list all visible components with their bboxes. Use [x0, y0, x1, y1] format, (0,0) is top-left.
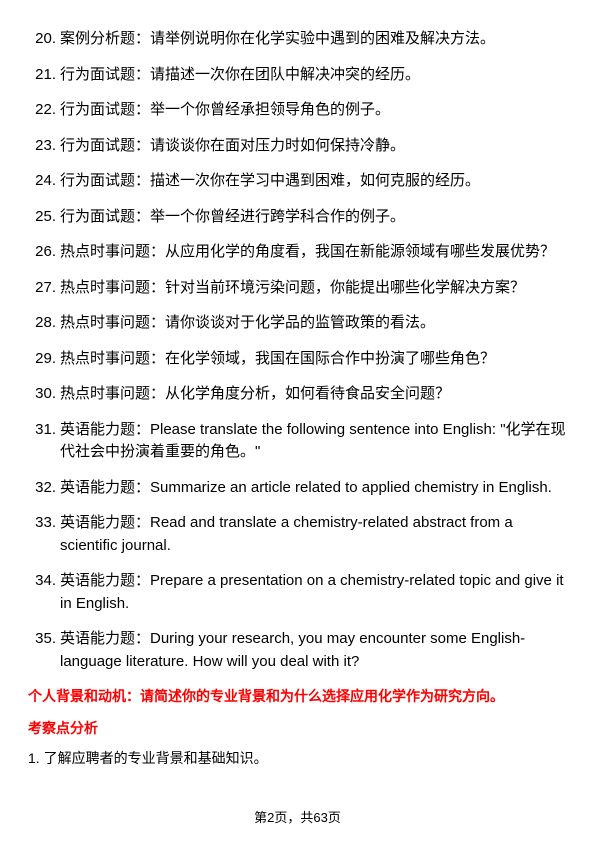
- question-item: 30.热点时事问题：从化学角度分析，如何看待食品安全问题？: [24, 383, 571, 406]
- question-number: 21.: [24, 64, 56, 87]
- question-item: 29.热点时事问题：在化学领域，我国在国际合作中扮演了哪些角色？: [24, 348, 571, 371]
- question-item: 33.英语能力题：Read and translate a chemistry-…: [24, 512, 571, 557]
- question-number: 29.: [24, 348, 56, 371]
- question-item: 20.案例分析题：请举例说明你在化学实验中遇到的困难及解决方法。: [24, 28, 571, 51]
- question-text: 行为面试题：请描述一次你在团队中解决冲突的经历。: [60, 64, 571, 87]
- question-number: 35.: [24, 628, 56, 673]
- question-text: 英语能力题：Summarize an article related to ap…: [60, 477, 571, 500]
- question-item: 23.行为面试题：请谈谈你在面对压力时如何保持冷静。: [24, 135, 571, 158]
- question-number: 20.: [24, 28, 56, 51]
- question-text: 行为面试题：描述一次你在学习中遇到困难，如何克服的经历。: [60, 170, 571, 193]
- question-item: 27.热点时事问题：针对当前环境污染问题，你能提出哪些化学解决方案？: [24, 277, 571, 300]
- analysis-item: 1. 了解应聘者的专业背景和基础知识。: [28, 748, 571, 768]
- question-text: 英语能力题：During your research, you may enco…: [60, 628, 571, 673]
- question-number: 32.: [24, 477, 56, 500]
- question-text: 英语能力题：Read and translate a chemistry-rel…: [60, 512, 571, 557]
- question-number: 23.: [24, 135, 56, 158]
- question-number: 22.: [24, 99, 56, 122]
- question-list: 20.案例分析题：请举例说明你在化学实验中遇到的困难及解决方法。21.行为面试题…: [24, 28, 571, 673]
- question-item: 34.英语能力题：Prepare a presentation on a che…: [24, 570, 571, 615]
- question-item: 35.英语能力题：During your research, you may e…: [24, 628, 571, 673]
- question-text: 热点时事问题：从应用化学的角度看，我国在新能源领域有哪些发展优势？: [60, 241, 571, 264]
- question-text: 热点时事问题：请你谈谈对于化学品的监管政策的看法。: [60, 312, 571, 335]
- question-number: 26.: [24, 241, 56, 264]
- question-text: 案例分析题：请举例说明你在化学实验中遇到的困难及解决方法。: [60, 28, 571, 51]
- page-footer: 第2页，共63页: [0, 807, 595, 826]
- question-text: 热点时事问题：针对当前环境污染问题，你能提出哪些化学解决方案？: [60, 277, 571, 300]
- question-number: 24.: [24, 170, 56, 193]
- question-item: 22.行为面试题：举一个你曾经承担领导角色的例子。: [24, 99, 571, 122]
- question-item: 31.英语能力题：Please translate the following …: [24, 419, 571, 464]
- question-text: 热点时事问题：从化学角度分析，如何看待食品安全问题？: [60, 383, 571, 406]
- question-item: 25.行为面试题：举一个你曾经进行跨学科合作的例子。: [24, 206, 571, 229]
- question-item: 21.行为面试题：请描述一次你在团队中解决冲突的经历。: [24, 64, 571, 87]
- analysis-sub-header: 考察点分析: [28, 718, 571, 738]
- section-header: 个人背景和动机：请简述你的专业背景和为什么选择应用化学作为研究方向。: [28, 686, 571, 706]
- question-number: 33.: [24, 512, 56, 557]
- question-text: 行为面试题：举一个你曾经进行跨学科合作的例子。: [60, 206, 571, 229]
- question-text: 行为面试题：举一个你曾经承担领导角色的例子。: [60, 99, 571, 122]
- question-item: 28.热点时事问题：请你谈谈对于化学品的监管政策的看法。: [24, 312, 571, 335]
- question-text: 热点时事问题：在化学领域，我国在国际合作中扮演了哪些角色？: [60, 348, 571, 371]
- question-text: 英语能力题：Prepare a presentation on a chemis…: [60, 570, 571, 615]
- question-text: 行为面试题：请谈谈你在面对压力时如何保持冷静。: [60, 135, 571, 158]
- question-number: 25.: [24, 206, 56, 229]
- question-item: 26.热点时事问题：从应用化学的角度看，我国在新能源领域有哪些发展优势？: [24, 241, 571, 264]
- question-number: 27.: [24, 277, 56, 300]
- question-number: 31.: [24, 419, 56, 464]
- question-number: 30.: [24, 383, 56, 406]
- question-text: 英语能力题：Please translate the following sen…: [60, 419, 571, 464]
- question-item: 32.英语能力题：Summarize an article related to…: [24, 477, 571, 500]
- question-number: 28.: [24, 312, 56, 335]
- question-number: 34.: [24, 570, 56, 615]
- question-item: 24.行为面试题：描述一次你在学习中遇到困难，如何克服的经历。: [24, 170, 571, 193]
